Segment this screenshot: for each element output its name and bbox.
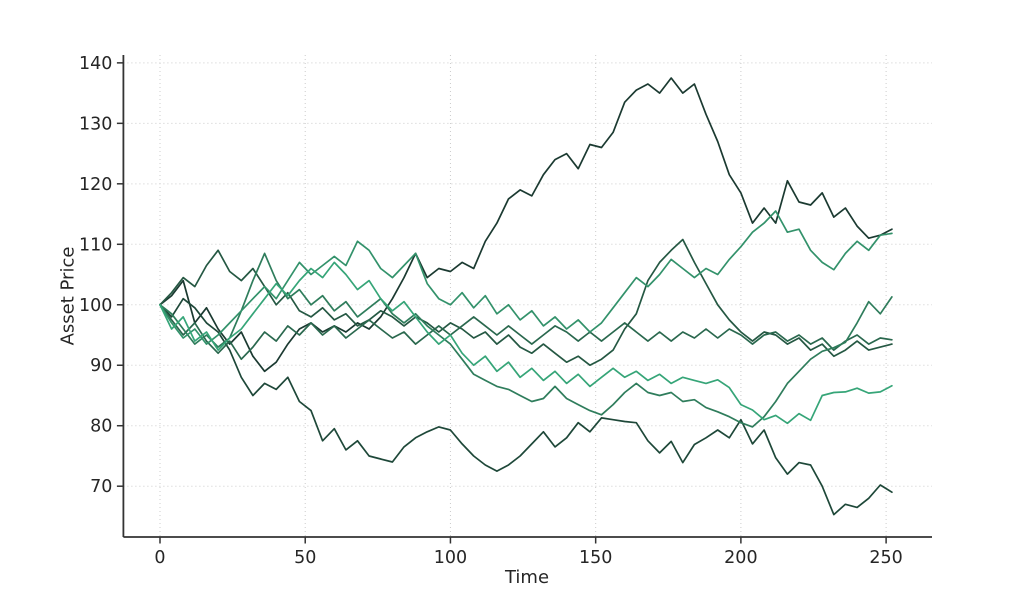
y-tick-label: 100 [79, 296, 112, 316]
y-tick-label: 130 [79, 114, 112, 134]
x-tick-label: 0 [154, 548, 165, 568]
x-tick-label: 150 [579, 548, 612, 568]
series-path-4 [159, 303, 893, 361]
y-tick-label: 120 [79, 175, 112, 195]
series-path-2 [159, 297, 893, 516]
x-axis-label: Time [504, 567, 550, 588]
series-path-3 [159, 238, 893, 367]
y-axis-label: Asset Price [57, 246, 79, 346]
y-tick-label: 110 [79, 235, 112, 255]
y-tick-label: 70 [90, 477, 112, 497]
x-tick-label: 50 [294, 548, 316, 568]
y-tick-label: 90 [90, 356, 112, 376]
series-path-6 [159, 210, 893, 345]
series-path-7 [159, 261, 893, 425]
series-path-1 [159, 77, 893, 373]
x-tick-label: 250 [869, 548, 902, 568]
y-tick-label: 80 [90, 417, 112, 437]
x-tick-label: 100 [434, 548, 467, 568]
x-tick-label: 200 [724, 548, 757, 568]
y-tick-label: 140 [79, 54, 112, 74]
